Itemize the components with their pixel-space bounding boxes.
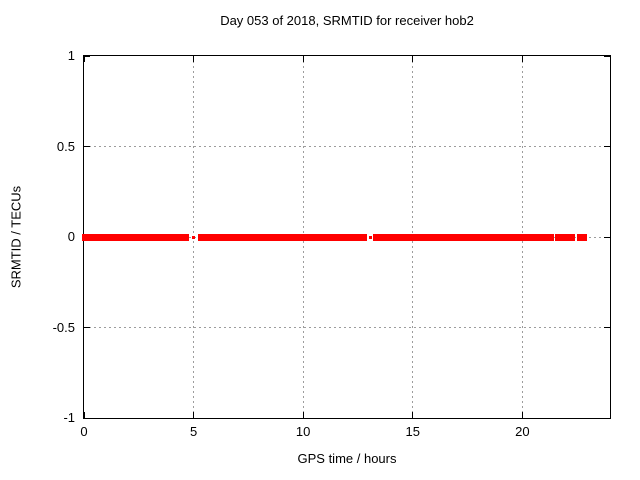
y-axis-tick-mirror	[604, 327, 610, 328]
y-axis-tick-mirror	[604, 417, 610, 419]
x-axis-tick	[412, 412, 414, 418]
data-segment	[82, 233, 189, 241]
y-tick-label: 1	[67, 48, 75, 63]
x-axis-tick-mirror	[193, 56, 195, 62]
data-segment	[373, 233, 554, 241]
y-axis-tick	[84, 417, 90, 419]
y-tick-label: 0.5	[56, 138, 75, 154]
chart-title: Day 053 of 2018, SRMTID for receiver hob…	[220, 13, 474, 28]
y-axis-tick-mirror	[604, 55, 610, 57]
grid-line-horizontal	[84, 327, 610, 328]
y-tick-label: -1	[63, 410, 75, 425]
x-axis-tick	[193, 412, 195, 418]
data-point	[368, 235, 372, 239]
x-tick-label: 15	[405, 424, 420, 439]
y-axis-tick	[84, 327, 90, 328]
plot-area	[82, 55, 611, 419]
x-tick-label: 10	[295, 424, 311, 439]
x-axis-tick-mirror	[83, 56, 85, 62]
data-segment	[555, 233, 575, 241]
y-tick-label: -0.5	[52, 319, 75, 335]
x-tick-label: 5	[189, 424, 198, 439]
x-axis-tick-mirror	[302, 56, 304, 62]
data-point	[192, 235, 196, 239]
data-segment	[577, 233, 587, 241]
x-axis-tick	[302, 412, 304, 418]
x-tick-label: 0	[80, 424, 88, 439]
y-axis-tick	[84, 55, 90, 57]
data-segment	[198, 233, 367, 241]
x-axis-tick-mirror	[521, 56, 523, 62]
y-tick-label: 0	[67, 229, 75, 244]
grid-line-horizontal	[84, 146, 610, 147]
x-tick-label: 20	[515, 424, 530, 439]
x-axis-tick	[83, 412, 85, 418]
x-axis-tick-mirror	[412, 56, 414, 62]
x-axis-tick	[521, 412, 523, 418]
y-axis-tick	[84, 146, 90, 147]
y-axis-tick-mirror	[604, 236, 610, 238]
y-axis-tick-mirror	[604, 146, 610, 147]
x-axis-label: GPS time / hours	[297, 451, 397, 466]
